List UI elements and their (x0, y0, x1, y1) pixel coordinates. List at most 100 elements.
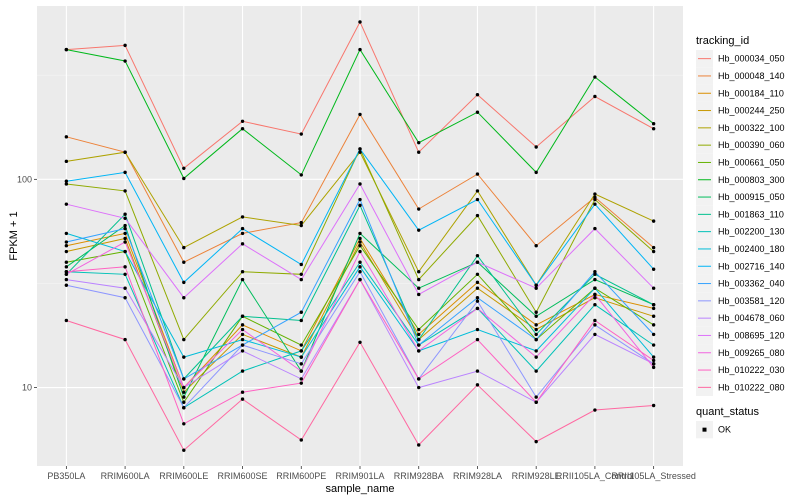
data-point (651, 332, 656, 337)
data-point (475, 337, 480, 342)
data-point (651, 127, 656, 131)
data-point (593, 272, 597, 276)
data-point (417, 443, 421, 447)
data-point (475, 172, 480, 176)
data-point (182, 377, 186, 381)
data-point (64, 265, 69, 269)
legend-label: Hb_000803_300 (718, 175, 785, 185)
data-point (240, 226, 245, 231)
data-point (593, 202, 597, 206)
data-point (593, 192, 597, 196)
data-point (299, 173, 303, 177)
data-point (240, 119, 245, 123)
legend-label: Hb_001863_110 (718, 209, 784, 219)
data-point (299, 369, 303, 373)
data-point (182, 406, 186, 410)
data-point (64, 270, 69, 274)
data-point (651, 267, 656, 271)
data-point (593, 318, 597, 323)
data-point (182, 166, 186, 170)
data-point (534, 314, 538, 318)
data-point (358, 150, 362, 154)
legend-item: Hb_000390_060 (696, 136, 785, 154)
data-point (64, 318, 69, 323)
data-point (64, 47, 69, 52)
data-point (123, 231, 127, 236)
data-point (417, 286, 421, 290)
data-point (475, 369, 480, 373)
data-point (358, 240, 362, 244)
data-point (299, 220, 303, 225)
legend-item: Hb_000034_050 (696, 50, 785, 68)
data-point (240, 314, 245, 318)
data-point (593, 197, 597, 202)
y-tick-label: 100 (17, 174, 32, 184)
data-point (593, 270, 597, 274)
data-point (417, 343, 421, 347)
data-point (534, 327, 538, 332)
data-point (417, 349, 421, 353)
data-point (358, 147, 362, 151)
data-point (182, 390, 186, 394)
data-point (123, 240, 127, 244)
data-point (123, 296, 127, 300)
data-point (534, 400, 538, 404)
data-point (358, 203, 362, 208)
data-point (534, 170, 538, 175)
data-point (534, 283, 538, 287)
legend-label: Hb_008695_120 (718, 330, 785, 340)
legend-label: Hb_002400_180 (718, 244, 785, 254)
data-point (64, 182, 69, 186)
data-point (240, 242, 245, 246)
data-point (593, 302, 597, 307)
data-point (182, 296, 186, 300)
data-point (240, 231, 245, 236)
data-point (651, 286, 656, 290)
data-point (417, 150, 421, 154)
data-point (64, 277, 69, 282)
data-point (651, 358, 656, 363)
data-point (299, 343, 303, 347)
legend2-item: OK (696, 421, 731, 439)
legend-item: Hb_004678_060 (696, 309, 785, 327)
x-tick-label: RRIM928LE (512, 471, 561, 481)
data-point (534, 310, 538, 314)
legend-label: Hb_000244_250 (718, 106, 785, 116)
legend-label: Hb_000184_110 (718, 88, 784, 98)
data-point (123, 223, 127, 228)
data-point (299, 377, 303, 381)
data-point (417, 277, 421, 282)
data-point (64, 283, 69, 287)
data-point (534, 323, 538, 327)
data-point (534, 145, 538, 149)
data-point (358, 182, 362, 186)
legend-item: Hb_002716_140 (696, 257, 785, 275)
data-point (123, 337, 127, 342)
data-point (358, 270, 362, 274)
data-point (240, 323, 245, 327)
legend2-items: OK (696, 421, 731, 439)
data-point (64, 244, 69, 248)
data-point (64, 179, 69, 183)
data-point (593, 277, 597, 282)
data-point (123, 272, 127, 276)
data-point (123, 216, 127, 220)
data-point (64, 249, 69, 254)
x-axis-title: sample_name (325, 483, 394, 495)
data-point (358, 244, 362, 248)
data-point (417, 385, 421, 390)
legend-label: Hb_002200_130 (718, 227, 785, 237)
legend-label: Hb_003362_040 (718, 279, 785, 289)
data-point (299, 318, 303, 323)
data-point (475, 189, 480, 193)
data-point (651, 323, 656, 327)
data-point (475, 197, 480, 202)
legend-item: Hb_000244_250 (696, 101, 785, 120)
data-point (299, 438, 303, 442)
x-tick-label: RRII105LA_Stressed (611, 471, 696, 481)
data-point (299, 355, 303, 359)
data-point (358, 197, 362, 202)
legend-item: Hb_000322_100 (696, 119, 785, 137)
legend2-key-square (702, 427, 707, 432)
data-point (651, 306, 656, 311)
